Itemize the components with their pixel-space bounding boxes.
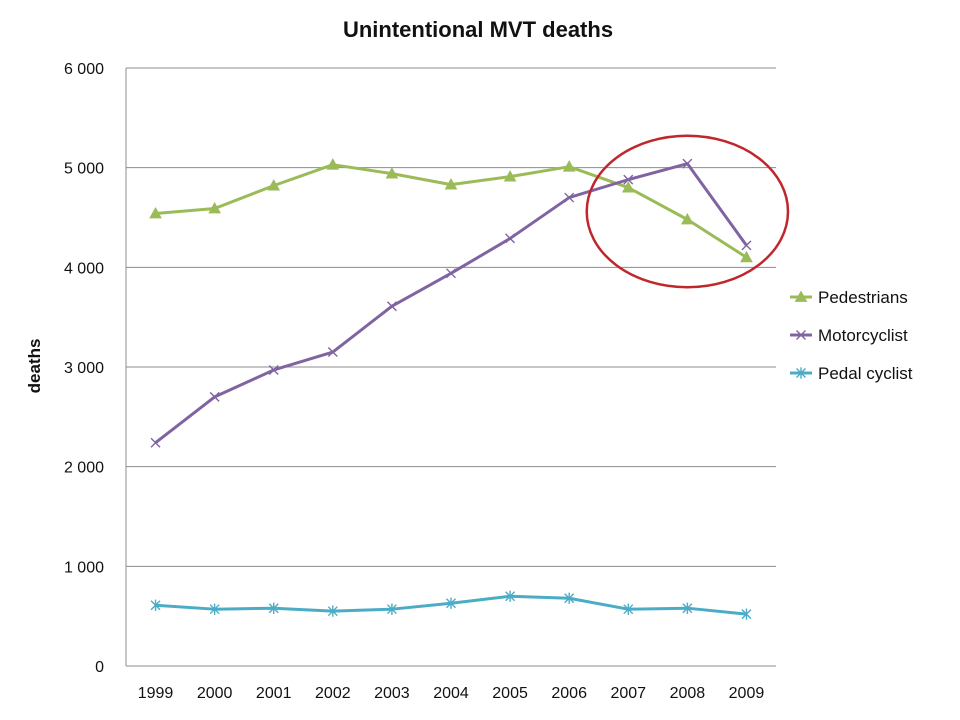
data-point (681, 212, 694, 225)
data-point (446, 597, 456, 609)
legend-item: Pedestrians (790, 288, 908, 307)
legend-marker (794, 290, 808, 302)
legend-label: Pedal cyclist (818, 364, 913, 383)
data-point (386, 301, 397, 312)
gridlines: 0 1 000 2 000 3 000 4 000 5 000 6 000 (64, 61, 776, 676)
x-tick-label: 2002 (315, 685, 351, 702)
x-tick-label: 2003 (374, 685, 410, 702)
data-point (564, 592, 575, 604)
data-point (623, 174, 634, 185)
x-tick-label: 2006 (551, 685, 587, 702)
y-tick-label: 1 000 (64, 559, 104, 576)
highlight-ellipse (585, 134, 790, 289)
y-tick-label: 5 000 (64, 161, 104, 178)
data-point (564, 192, 575, 203)
annotation-layer (585, 134, 790, 289)
data-point (621, 181, 635, 193)
data-point (209, 391, 220, 402)
data-point (327, 605, 338, 617)
y-tick-label: 2 000 (64, 460, 104, 477)
data-point (741, 608, 752, 620)
x-tick-label: 2000 (197, 685, 233, 702)
series-line (154, 162, 748, 444)
data-point (385, 167, 399, 179)
data-point (503, 170, 517, 182)
data-point (682, 602, 693, 614)
data-point (444, 178, 458, 190)
axes: 1999 2000 2001 2002 2003 2004 2005 2006 2007 2008… (125, 68, 776, 702)
series-pedal-cyclist (150, 590, 752, 620)
data-point (505, 590, 516, 602)
legend-label: Pedestrians (818, 288, 908, 307)
data-point (268, 364, 279, 375)
data-point (505, 233, 516, 244)
data-point (208, 202, 221, 214)
y-tick-label: 4 000 (64, 260, 104, 277)
x-tick-label: 2001 (256, 685, 292, 702)
data-point (446, 268, 456, 279)
legend-label: Motorcyclist (818, 326, 908, 345)
x-tick-label: 2007 (610, 685, 646, 702)
legend-marker (796, 330, 806, 340)
data-point (149, 206, 162, 219)
y-axis-label: deaths (25, 339, 44, 394)
data-point (209, 603, 220, 615)
data-point (326, 158, 340, 170)
x-tick-label: 2004 (433, 685, 469, 702)
data-point (562, 160, 576, 172)
y-tick-label: 0 (95, 659, 104, 676)
legend: Pedestrians Motorcyclist Pedal cyclist (790, 288, 913, 383)
legend-item: Pedal cyclist (790, 364, 913, 383)
series-motorcyclist (150, 158, 752, 448)
x-tick-label: 2005 (492, 685, 528, 702)
data-point (682, 158, 693, 169)
y-tick-label: 3 000 (64, 360, 104, 377)
data-point (268, 602, 279, 614)
legend-marker (796, 367, 806, 379)
x-tick-label: 2008 (670, 685, 706, 702)
data-point (150, 599, 161, 611)
data-point (150, 437, 161, 448)
legend-item: Motorcyclist (790, 326, 908, 345)
data-point (267, 179, 281, 191)
y-tick-label: 6 000 (64, 61, 104, 78)
data-point (741, 240, 752, 251)
data-point (386, 603, 397, 615)
x-tick-label: 2009 (729, 685, 765, 702)
series-layer (149, 158, 753, 620)
data-point (327, 347, 338, 358)
x-tick-label: 1999 (138, 685, 174, 702)
series-pedestrians (149, 158, 753, 263)
chart-title: Unintentional MVT deaths (343, 17, 613, 42)
data-point (740, 250, 753, 263)
data-point (623, 603, 634, 615)
